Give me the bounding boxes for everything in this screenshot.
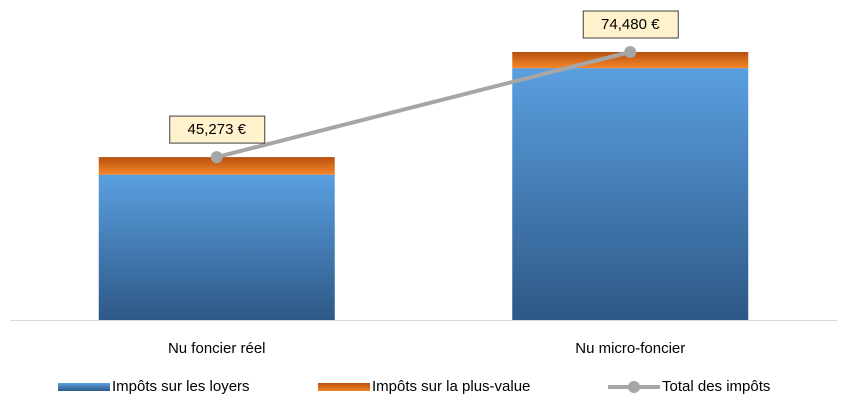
bar-segment: [98, 174, 335, 320]
bar-segment: [512, 68, 749, 320]
value-label: 45,273 €: [188, 121, 247, 138]
value-label-box: [582, 10, 679, 39]
legend-swatch-marker: [628, 381, 640, 393]
value-label: 74,480 €: [601, 16, 660, 33]
legend-swatch: [58, 383, 110, 391]
value-label-box: [169, 115, 266, 144]
bar-segment: [98, 157, 335, 175]
legend-label: Impôts sur la plus-value: [372, 378, 530, 395]
line-marker: [210, 151, 223, 164]
legend-label: Total des impôts: [662, 378, 770, 395]
x-tick-label: Nu micro-foncier: [575, 340, 685, 357]
line-marker: [624, 46, 637, 58]
legend-label: Impôts sur les loyers: [112, 378, 250, 395]
legend-swatch: [318, 383, 370, 391]
bar-segment: [512, 52, 749, 69]
x-tick-label: Nu foncier réel: [168, 340, 266, 357]
total-line: [216, 50, 631, 160]
